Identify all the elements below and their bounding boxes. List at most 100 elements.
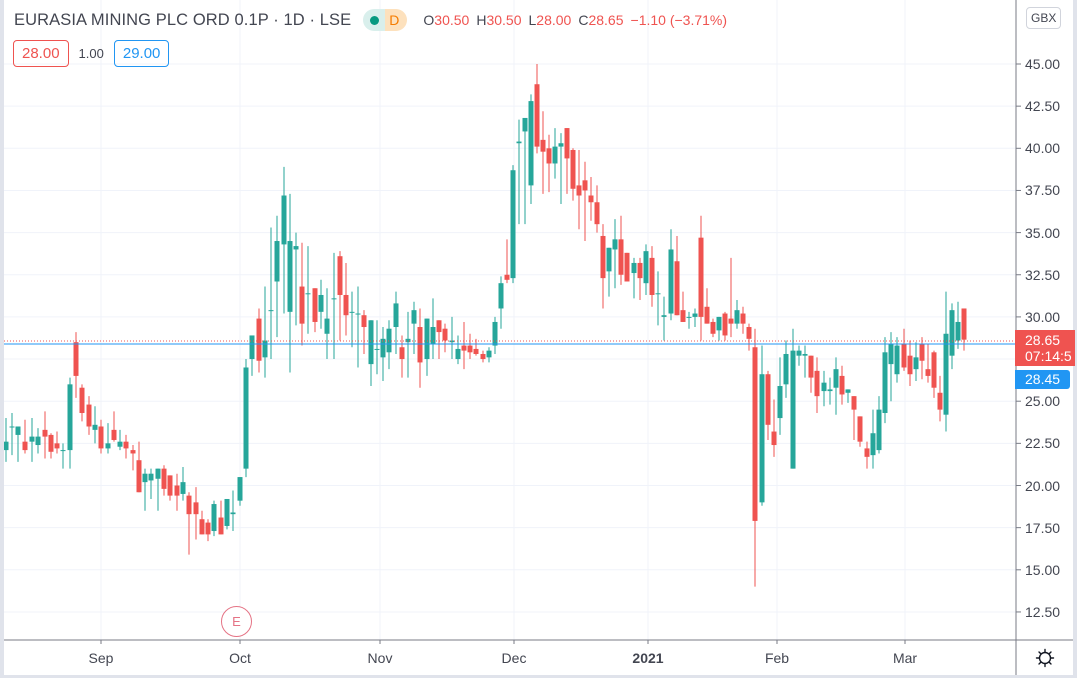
- candle: [161, 465, 167, 496]
- market-status-pill[interactable]: D: [363, 9, 408, 31]
- candle: [612, 219, 618, 289]
- candle: [274, 215, 280, 338]
- candle: [174, 473, 180, 511]
- price-tick-label: 35.00: [1025, 224, 1061, 241]
- currency-button[interactable]: GBX: [1026, 7, 1062, 29]
- candle: [9, 413, 15, 456]
- candle: [534, 64, 540, 154]
- candle: [3, 418, 9, 462]
- candle: [759, 345, 765, 506]
- candle: [949, 303, 955, 370]
- candle: [955, 301, 961, 349]
- candle: [540, 111, 546, 194]
- candle: [870, 409, 876, 469]
- candle: [594, 185, 600, 233]
- candle: [205, 519, 211, 542]
- time-tick-label: Sep: [88, 650, 114, 666]
- symbol-title[interactable]: EURASIA MINING PLC ORD 0.1P · 1D · LSE: [14, 10, 352, 29]
- time-tick-label: 2021: [632, 650, 664, 666]
- candle: [710, 318, 716, 338]
- candle: [808, 355, 814, 393]
- candle: [299, 242, 305, 346]
- series-legend: EURASIA MINING PLC ORD 0.1P · 1D · LSE D…: [14, 9, 727, 31]
- candle: [698, 215, 704, 341]
- candle: [734, 300, 740, 329]
- candle: [722, 311, 728, 341]
- candle: [436, 320, 442, 360]
- candle: [777, 357, 783, 435]
- candle: [211, 500, 217, 537]
- candle: [331, 252, 337, 360]
- candle: [516, 119, 522, 225]
- earnings-event-icon[interactable]: E: [221, 606, 252, 637]
- candle: [704, 288, 710, 324]
- high-value: H30.50: [476, 12, 522, 28]
- candle: [293, 232, 299, 326]
- candle: [839, 365, 845, 405]
- candle: [498, 276, 504, 329]
- candle: [355, 286, 361, 368]
- candle: [73, 332, 79, 398]
- candle: [449, 316, 455, 360]
- candle: [105, 423, 111, 454]
- price-tick-label: 37.50: [1025, 182, 1061, 199]
- candle: [79, 384, 85, 422]
- candle: [380, 327, 386, 381]
- candle: [783, 340, 789, 398]
- candle: [399, 335, 405, 378]
- bar-countdown: 07:14:5: [1025, 348, 1072, 364]
- candle: [864, 441, 870, 469]
- candle: [857, 416, 863, 447]
- candle: [937, 375, 943, 422]
- candle: [802, 345, 808, 378]
- candle: [15, 426, 21, 462]
- candle: [686, 311, 692, 329]
- candle: [796, 345, 802, 366]
- candle: [393, 291, 399, 354]
- left-border: [0, 0, 4, 678]
- candle: [186, 492, 192, 555]
- candle: [833, 357, 839, 415]
- candle: [48, 433, 54, 459]
- time-tick-label: Dec: [501, 650, 527, 666]
- candle: [54, 431, 60, 454]
- candle: [480, 350, 486, 363]
- price-tick-label: 15.00: [1025, 561, 1061, 578]
- candle: [111, 411, 117, 442]
- spread-value: 1.00: [78, 46, 104, 61]
- candle: [919, 337, 925, 380]
- price-tick-label: 17.50: [1025, 519, 1061, 536]
- candle: [637, 257, 643, 301]
- candle: [564, 128, 570, 194]
- candle: [343, 262, 349, 336]
- candle: [692, 308, 698, 328]
- open-value: O30.50: [423, 12, 470, 28]
- sell-bid-button[interactable]: 28.00: [13, 40, 69, 67]
- candle: [243, 359, 249, 478]
- candle: [142, 468, 148, 511]
- candle: [155, 468, 161, 511]
- candle: [405, 311, 411, 378]
- candle: [467, 333, 473, 360]
- candle: [148, 468, 154, 499]
- candle: [305, 246, 311, 334]
- time-tick-label: Mar: [892, 650, 918, 666]
- candle: [606, 247, 612, 297]
- candle: [582, 161, 588, 242]
- change-value: −1.10 (−3.71%): [630, 12, 728, 28]
- candle: [674, 235, 680, 316]
- candle: [790, 328, 796, 469]
- data-delayed-badge: D: [385, 9, 408, 31]
- candle: [894, 337, 900, 383]
- candle: [117, 429, 123, 451]
- candle: [558, 133, 564, 204]
- candle: [821, 370, 827, 407]
- price-tick-label: 25.00: [1025, 393, 1061, 410]
- buy-ask-button[interactable]: 29.00: [113, 40, 170, 67]
- candle: [528, 94, 534, 204]
- settings-gear-icon[interactable]: [1035, 648, 1055, 668]
- candle: [268, 227, 274, 360]
- candle: [337, 251, 343, 341]
- last-price-value: 28.65: [1025, 332, 1061, 348]
